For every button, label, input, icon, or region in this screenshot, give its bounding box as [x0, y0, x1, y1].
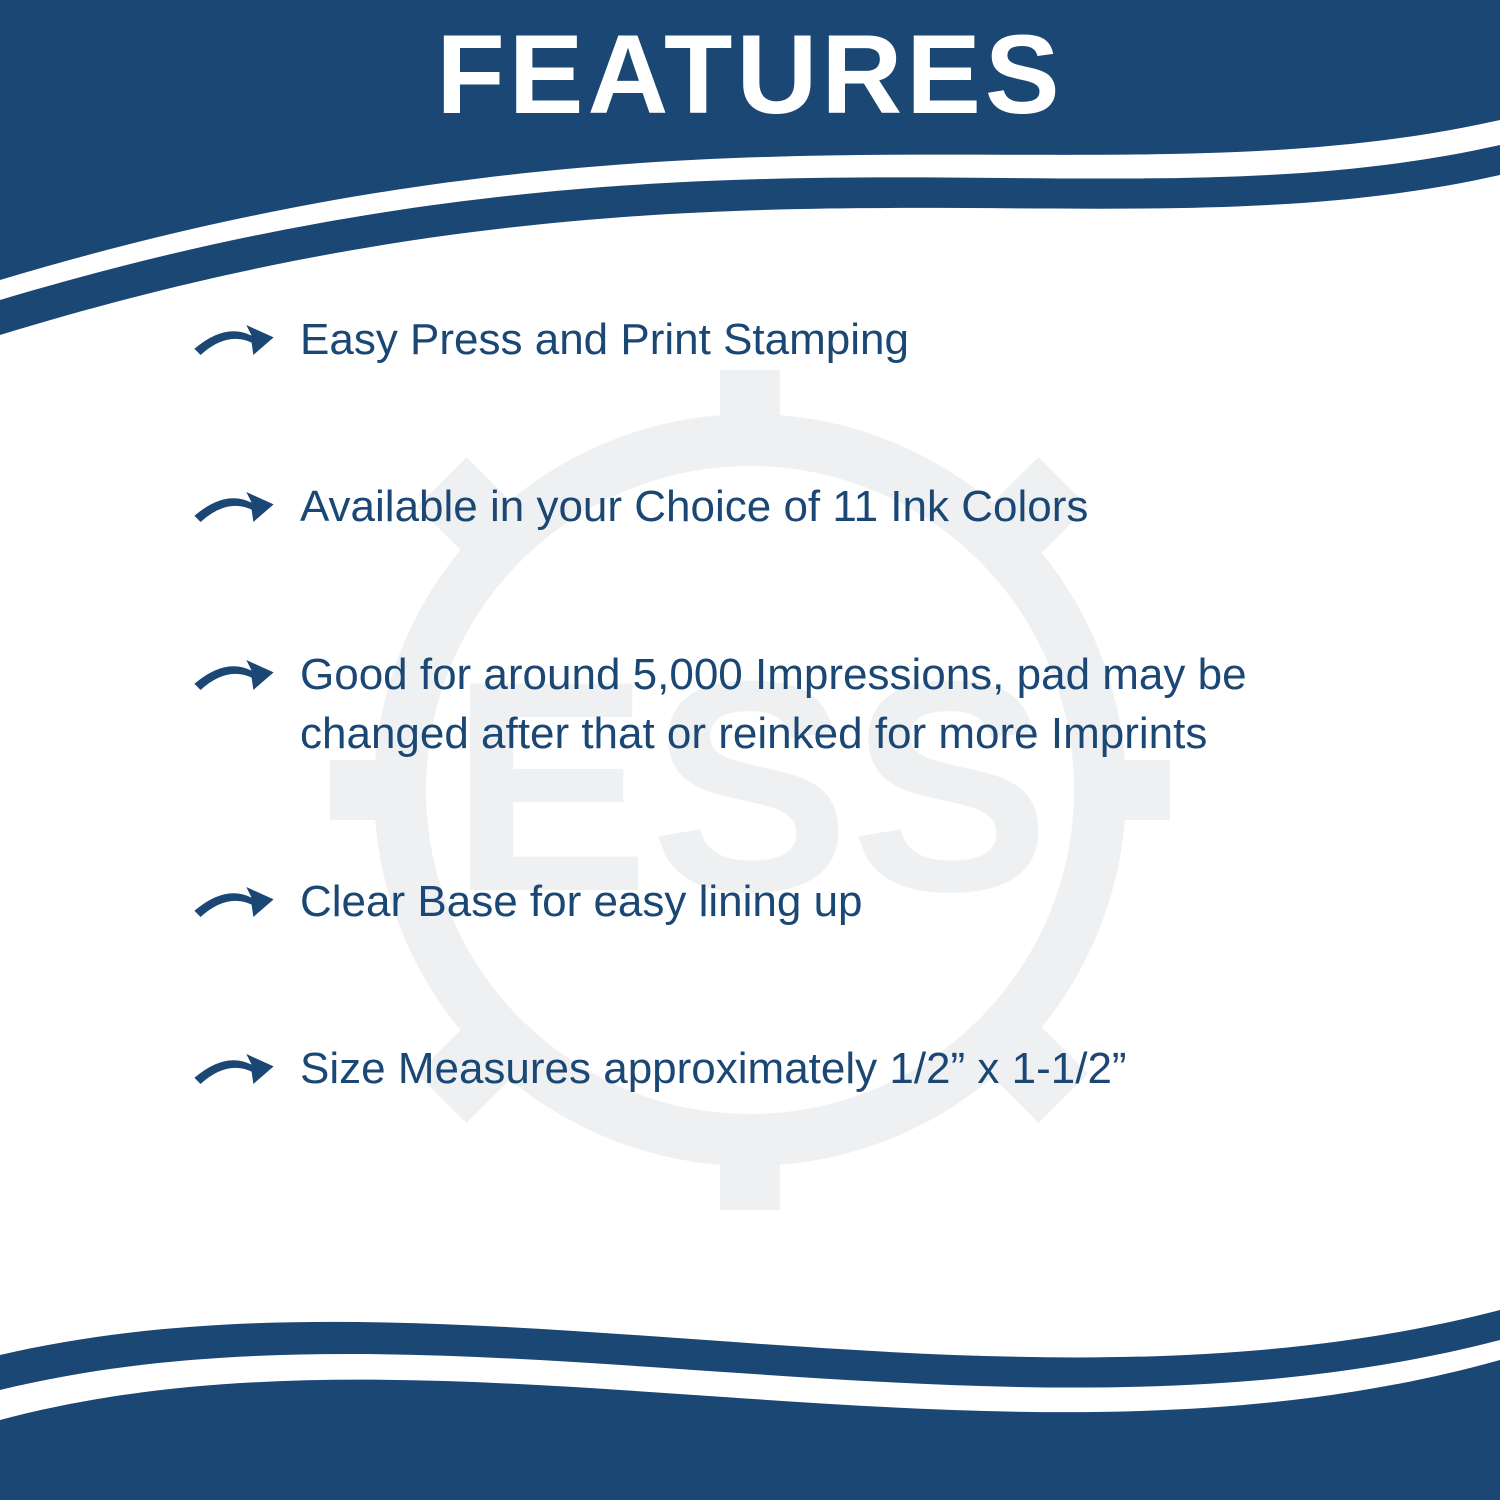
- feature-item: Good for around 5,000 Impressions, pad m…: [190, 645, 1390, 764]
- feature-item: Size Measures approximately 1/2” x 1-1/2…: [190, 1039, 1390, 1098]
- feature-text: Size Measures approximately 1/2” x 1-1/2…: [300, 1039, 1390, 1098]
- feature-text: Available in your Choice of 11 Ink Color…: [300, 477, 1390, 536]
- arrow-icon: [190, 1039, 300, 1093]
- feature-item: Easy Press and Print Stamping: [190, 310, 1390, 369]
- arrow-icon: [190, 872, 300, 926]
- feature-text: Clear Base for easy lining up: [300, 872, 1390, 931]
- footer-wave: [0, 1240, 1500, 1500]
- feature-text: Easy Press and Print Stamping: [300, 310, 1390, 369]
- feature-text: Good for around 5,000 Impressions, pad m…: [300, 645, 1390, 764]
- feature-item: Clear Base for easy lining up: [190, 872, 1390, 931]
- feature-list: Easy Press and Print Stamping Available …: [190, 310, 1390, 1098]
- infographic-canvas: ESS FEATURES Easy Press and Print Stampi…: [0, 0, 1500, 1500]
- arrow-icon: [190, 477, 300, 531]
- arrow-icon: [190, 310, 300, 364]
- feature-item: Available in your Choice of 11 Ink Color…: [190, 477, 1390, 536]
- arrow-icon: [190, 645, 300, 699]
- page-title: FEATURES: [0, 10, 1500, 139]
